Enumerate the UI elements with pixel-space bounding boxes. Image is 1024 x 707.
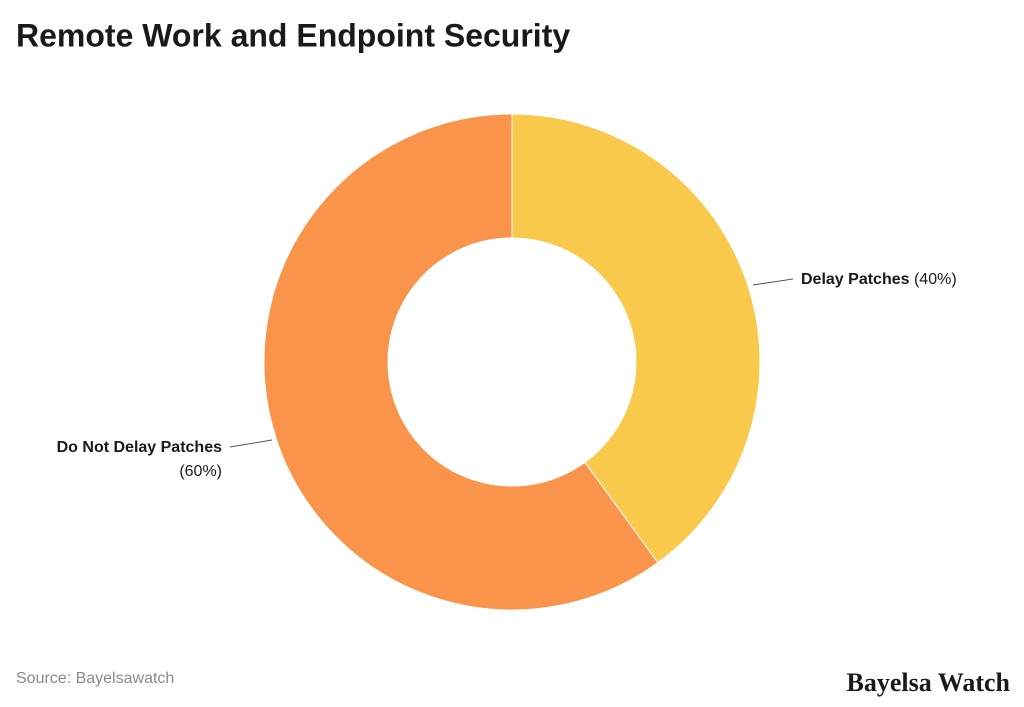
chart-title: Remote Work and Endpoint Security <box>16 17 570 53</box>
slice <box>511 113 761 564</box>
slice-value-label: (40%) <box>914 271 957 288</box>
brand-logo: Bayelsa Watch <box>847 668 1011 697</box>
slice <box>263 113 659 611</box>
source-note: Source: Bayelsawatch <box>16 670 174 687</box>
slice-label: Do Not Delay Patches <box>57 439 222 456</box>
leader-line <box>229 439 273 448</box>
leader-line <box>752 278 794 286</box>
slice-value-label: (60%) <box>179 463 222 480</box>
slice-label-group: Delay Patches (40%) <box>801 271 957 288</box>
slice-label: Delay Patches <box>801 271 910 288</box>
